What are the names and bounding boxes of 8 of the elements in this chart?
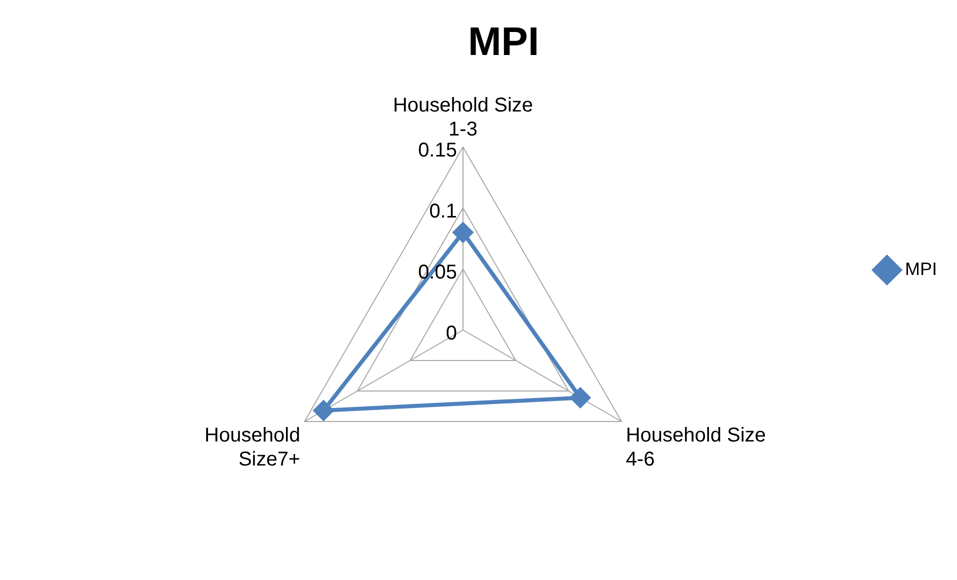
chart-title: MPI bbox=[468, 20, 540, 64]
y-tick-label: 0 bbox=[446, 322, 457, 345]
legend-label: MPI bbox=[905, 258, 938, 279]
spoke-label: Household Size7+ bbox=[204, 424, 300, 471]
y-tick-label: 0.1 bbox=[429, 200, 457, 223]
spoke-label: Household Size 4-6 bbox=[626, 424, 766, 471]
spoke-label: Household Size 1-3 bbox=[392, 94, 534, 141]
y-tick-label: 0.15 bbox=[418, 140, 457, 162]
